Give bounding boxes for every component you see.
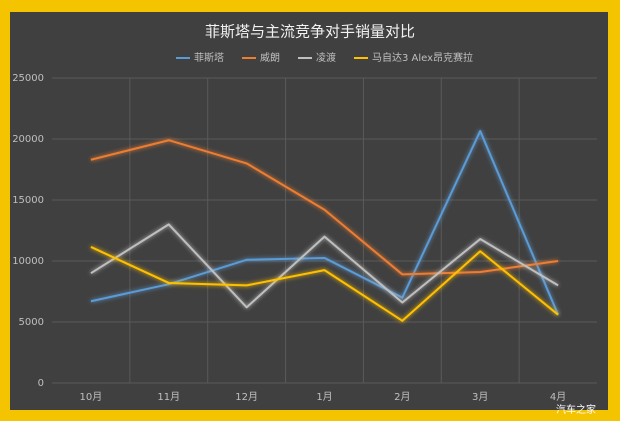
legend-label: 菲斯塔 <box>194 51 224 64</box>
x-tick-label: 11月 <box>157 391 180 403</box>
x-tick-label: 1月 <box>316 391 332 403</box>
y-tick-label: 10000 <box>12 256 44 267</box>
x-tick-label: 4月 <box>550 391 566 403</box>
legend-label: 凌渡 <box>316 51 336 64</box>
watermark: 汽车之家 <box>556 403 596 416</box>
x-tick-label: 3月 <box>472 391 488 403</box>
x-tick-label: 10月 <box>80 391 103 403</box>
y-tick-label: 0 <box>38 378 44 389</box>
series-line <box>90 246 559 322</box>
x-tick-label: 2月 <box>394 391 410 403</box>
series-line <box>90 223 559 309</box>
y-tick-label: 25000 <box>12 73 44 84</box>
y-tick-label: 15000 <box>12 195 44 206</box>
legend-label: 马自达3 Alex昂克赛拉 <box>372 51 473 64</box>
plot-background <box>10 12 608 410</box>
y-tick-label: 20000 <box>12 134 44 145</box>
x-tick-label: 12月 <box>235 391 258 403</box>
series-line <box>90 130 559 316</box>
chart-title: 菲斯塔与主流竞争对手销量对比 <box>205 23 415 41</box>
y-tick-label: 5000 <box>19 317 44 328</box>
series-line <box>90 139 559 276</box>
legend-label: 威朗 <box>260 51 280 64</box>
